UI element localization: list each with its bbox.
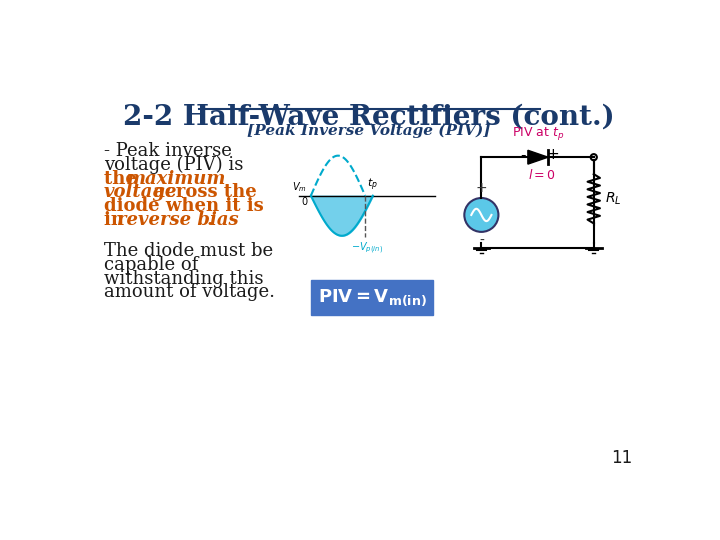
Circle shape bbox=[464, 198, 498, 232]
FancyBboxPatch shape bbox=[311, 280, 433, 315]
Text: 2-2 Half-Wave Rectifiers (cont.): 2-2 Half-Wave Rectifiers (cont.) bbox=[123, 103, 615, 130]
Polygon shape bbox=[528, 150, 548, 164]
Text: maximum: maximum bbox=[127, 170, 227, 187]
Text: The diode must be: The diode must be bbox=[104, 242, 273, 260]
Text: +: + bbox=[476, 181, 487, 195]
Text: the: the bbox=[104, 170, 143, 187]
Text: -: - bbox=[479, 233, 484, 247]
Text: $\mathbf{PIV = V_{m(in)}}$: $\mathbf{PIV = V_{m(in)}}$ bbox=[318, 287, 426, 308]
Text: voltage: voltage bbox=[104, 184, 177, 201]
Text: capable of: capable of bbox=[104, 256, 198, 274]
Text: PIV at $t_p$: PIV at $t_p$ bbox=[512, 125, 564, 142]
Text: - Peak inverse: - Peak inverse bbox=[104, 142, 232, 160]
Text: $t_p$: $t_p$ bbox=[366, 176, 377, 193]
Text: voltage (PIV) is: voltage (PIV) is bbox=[104, 156, 243, 174]
Text: amount of voltage.: amount of voltage. bbox=[104, 284, 275, 301]
Text: -: - bbox=[521, 147, 526, 163]
Text: .: . bbox=[206, 211, 212, 229]
Text: 0: 0 bbox=[301, 197, 307, 207]
Text: in: in bbox=[104, 211, 130, 229]
Text: across the: across the bbox=[147, 184, 256, 201]
Text: 11: 11 bbox=[611, 449, 632, 467]
Text: $l = 0$: $l = 0$ bbox=[528, 168, 556, 182]
Text: $-V_{p(in)}$: $-V_{p(in)}$ bbox=[351, 240, 383, 256]
Text: $V_m$: $V_m$ bbox=[292, 180, 307, 194]
Text: [Peak Inverse Voltage (PIV)]: [Peak Inverse Voltage (PIV)] bbox=[247, 124, 491, 138]
Text: +: + bbox=[546, 147, 559, 163]
Text: reverse bias: reverse bias bbox=[117, 211, 239, 229]
Text: $R_L$: $R_L$ bbox=[605, 191, 621, 207]
Text: diode when it is: diode when it is bbox=[104, 197, 264, 215]
Text: withstanding this: withstanding this bbox=[104, 269, 264, 288]
